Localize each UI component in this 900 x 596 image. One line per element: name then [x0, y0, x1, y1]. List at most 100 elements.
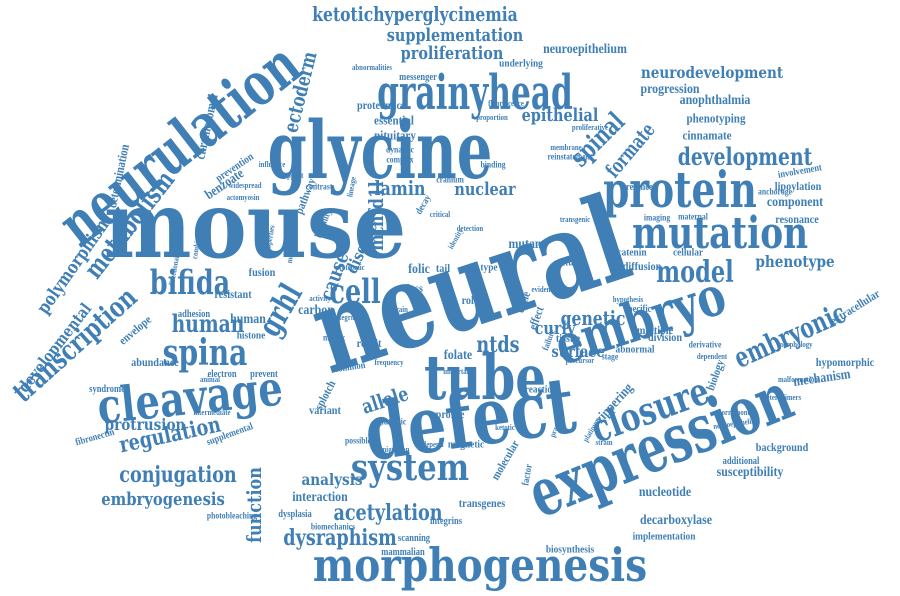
- word-contrast: contrast: [305, 181, 333, 192]
- word-anophthalmia: anophthalmia: [679, 93, 751, 108]
- word-epithelial: epithelial: [521, 105, 599, 126]
- word-resistant: resistant: [214, 287, 252, 301]
- word-biosynthesis: biosynthesis: [545, 543, 595, 556]
- word-widespread: widespread: [228, 181, 262, 190]
- word-genetic: genetic: [560, 306, 626, 330]
- word-folic: folic: [408, 262, 430, 277]
- word-photobleaching: photobleaching: [206, 510, 258, 521]
- word-carbon: carbon: [298, 303, 334, 318]
- word-membrane: membrane: [550, 143, 582, 152]
- word-bifida: bifida: [149, 263, 231, 303]
- word-activity: activity: [309, 294, 331, 303]
- word-correspond: correspond: [718, 408, 752, 417]
- word-neuroepithelium: neuroepithelium: [543, 42, 627, 57]
- word-conjugation: conjugation: [119, 462, 237, 488]
- word-heterodimers: heterodimers: [762, 393, 802, 402]
- word-frequency: frequency: [374, 358, 404, 367]
- word-component: component: [766, 195, 824, 210]
- word-derivative: derivative: [688, 339, 722, 350]
- word-transgenic: transgenic: [559, 215, 591, 224]
- word-lamin: lamin: [374, 176, 426, 200]
- word-protein: protein: [603, 160, 757, 219]
- word-specific: specific: [624, 304, 652, 315]
- word-magnetic: magnetic: [447, 438, 485, 451]
- word-biomechanics: biomechanics: [310, 521, 356, 532]
- word-dependent: dependent: [696, 352, 728, 361]
- word-proliferation: proliferation: [400, 43, 504, 64]
- word-morphology: morphology: [777, 340, 813, 349]
- word-type: type: [480, 261, 498, 274]
- word-nucleotide: nucleotide: [638, 485, 692, 500]
- word-decarboxylase: decarboxylase: [639, 513, 713, 528]
- word-tube: tube: [423, 341, 547, 414]
- word-matrix: matrix: [322, 332, 346, 343]
- word-important: important: [443, 367, 473, 376]
- word-acetylation: acetylation: [333, 500, 443, 526]
- word-phenotyping: phenotyping: [686, 110, 746, 126]
- word-multiple: multiple: [636, 323, 674, 337]
- word-underlying: underlying: [499, 57, 543, 70]
- word-scanning: scanning: [397, 533, 431, 544]
- word-fibronectin: fibronectin: [74, 426, 116, 449]
- word-susceptibility: susceptibility: [716, 465, 784, 480]
- word-influence: influence: [258, 160, 286, 169]
- word-abnormalities: abnormalities: [351, 63, 393, 72]
- word-critical: critical: [429, 210, 451, 219]
- word-morphogenesis: morphogenesis: [312, 538, 648, 592]
- word-lipoylation: lipoylation: [774, 179, 822, 193]
- word-detection: detection: [456, 224, 484, 233]
- word-variant: variant: [309, 403, 341, 417]
- word-actomyosin: actomyosin: [226, 193, 260, 202]
- word-malformation: malformation: [777, 375, 819, 384]
- word-reinstatement: reinstatement: [547, 151, 593, 162]
- word-tail: tail: [435, 261, 451, 275]
- word-profile: profile: [435, 407, 465, 421]
- word-interaction: interaction: [292, 490, 348, 505]
- word-integrins: integrins: [429, 516, 463, 527]
- word-proportion: proportion: [476, 113, 508, 122]
- word-model: model: [656, 255, 734, 290]
- word-implementation: implementation: [632, 530, 696, 543]
- word-hypothesis: hypothesis: [612, 295, 644, 304]
- word-glycine: glycine: [267, 103, 493, 197]
- word-abundance: abundance: [131, 355, 179, 369]
- word-maternal: maternal: [678, 211, 708, 222]
- word-integrin: integrin: [333, 313, 357, 322]
- word-dysplasia: dysplasia: [278, 509, 312, 520]
- word-adhesion: adhesion: [177, 309, 211, 320]
- word-mutant: mutant: [508, 237, 546, 252]
- word-hypomorphic: hypomorphic: [815, 355, 875, 369]
- word-glutamic: glutamic: [377, 416, 407, 427]
- word-binding: binding: [480, 159, 506, 170]
- word-cellular: cellular: [672, 246, 704, 259]
- word-precursor: precursor: [565, 356, 595, 365]
- word-dynamic: dynamic: [385, 144, 415, 155]
- word-mouse: mouse: [103, 171, 407, 279]
- word-curly: curly: [534, 318, 576, 339]
- word-reaction: reaction: [524, 383, 558, 396]
- word-depend: depend: [422, 440, 444, 449]
- word-possible: possible: [345, 435, 371, 446]
- word-cranium: cranium: [436, 174, 464, 185]
- word-intermediate: intermediate: [193, 408, 231, 417]
- word-protrusion: protrusion: [104, 415, 186, 434]
- word-diffusion: diffusion: [622, 259, 662, 273]
- word-human: human: [171, 309, 245, 338]
- word-syndrome: syndrome: [89, 384, 125, 395]
- word-anchorage: anchorage: [758, 186, 792, 197]
- word-migration: migration: [380, 445, 410, 454]
- word-additional: additional: [722, 456, 760, 467]
- word-spina: spina: [162, 332, 248, 374]
- word-dysraphism: dysraphism: [283, 525, 397, 551]
- word-proliferative: proliferative: [571, 123, 609, 132]
- word-cultured: cultured: [553, 256, 587, 269]
- word-evidence: evidence: [531, 285, 557, 294]
- word-human: human: [230, 312, 266, 327]
- word-neurodevelopment: neurodevelopment: [640, 63, 784, 82]
- word-pituitary: pituitary: [374, 127, 416, 143]
- word-presence: presence: [621, 182, 653, 193]
- word-result: result: [356, 336, 382, 350]
- word-grainyhead: grainyhead: [377, 65, 573, 121]
- word-system: system: [350, 447, 470, 489]
